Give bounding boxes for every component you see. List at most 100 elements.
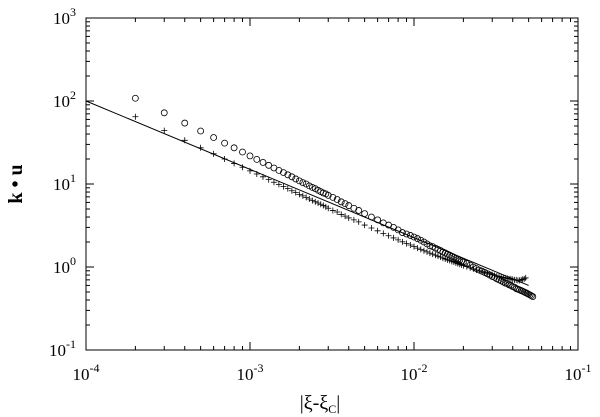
data-point-circle [399, 229, 406, 236]
data-point-plus [303, 194, 310, 201]
data-point-plus [312, 198, 319, 205]
series-layer [131, 94, 537, 300]
data-point-circle [197, 127, 205, 135]
data-point-circle [221, 139, 229, 147]
data-point-plus [253, 170, 260, 177]
data-point-plus [368, 225, 375, 231]
data-point-circle [284, 171, 292, 179]
data-point-plus [481, 269, 488, 276]
data-point-plus [132, 113, 139, 120]
y-tick-label: 10-1 [49, 337, 76, 360]
data-point-plus [403, 240, 410, 247]
data-point-plus [417, 246, 424, 253]
data-point-plus [322, 203, 329, 210]
data-point-circle [374, 216, 382, 224]
data-point-plus [521, 275, 528, 282]
data-point-plus [385, 232, 392, 239]
data-point-circle [280, 169, 287, 177]
data-point-plus [476, 267, 483, 274]
data-point-plus [296, 191, 303, 198]
data-point-circle [295, 177, 303, 185]
data-point-circle [333, 196, 341, 203]
data-point-circle [414, 235, 421, 242]
data-point-plus [231, 160, 238, 167]
data-point-plus [299, 192, 306, 199]
data-point-plus [467, 264, 474, 271]
data-point-circle [239, 148, 246, 156]
data-point-circle [253, 155, 261, 163]
data-point-plus [259, 173, 266, 180]
x-tick-label: 10-1 [565, 361, 592, 384]
data-point-plus [284, 185, 291, 192]
data-point-plus [463, 263, 470, 270]
x-tick-labels: 10-4 10-3 10-2 10-1 [73, 361, 592, 384]
data-point-plus [390, 234, 397, 241]
data-point-plus [479, 268, 486, 275]
data-point-plus [420, 247, 427, 254]
data-point-plus [460, 262, 467, 269]
data-point-circle [368, 213, 375, 221]
data-point-circle [259, 159, 267, 166]
data-point-plus [197, 144, 204, 151]
x-tick-label: 10-3 [237, 361, 264, 384]
data-point-circle [292, 175, 300, 183]
data-point-plus [355, 218, 362, 225]
data-point-plus [239, 164, 246, 171]
data-point-plus [247, 167, 253, 174]
data-point-plus [429, 251, 436, 258]
data-point-circle [341, 200, 349, 208]
data-point-circle [361, 210, 369, 217]
data-point-plus [426, 250, 433, 257]
data-point-circle [160, 109, 168, 117]
data-point-circle [324, 191, 332, 199]
data-point-plus [414, 245, 421, 252]
x-tick-label: 10-2 [401, 361, 428, 384]
data-point-circle [529, 293, 537, 300]
data-point-circle [308, 183, 316, 191]
data-point-circle [345, 202, 353, 209]
axis-ticks [85, 17, 579, 351]
data-point-plus [270, 179, 277, 186]
x-tick-label: 10-4 [73, 361, 100, 384]
data-point-plus [221, 156, 228, 163]
data-point-plus [374, 227, 381, 234]
plot-frame [85, 17, 579, 351]
data-point-circle [210, 134, 218, 141]
data-point-circle [230, 144, 238, 152]
data-point-plus [395, 236, 402, 243]
data-point-plus [181, 137, 188, 144]
data-point-circle [181, 119, 189, 127]
data-point-plus [325, 205, 332, 212]
data-point-plus [380, 230, 387, 237]
data-point-circle [288, 173, 296, 181]
data-point-plus [288, 187, 295, 194]
data-point-circle [410, 233, 418, 241]
data-point-plus [342, 213, 349, 220]
data-point-circle [299, 179, 307, 186]
data-point-plus [473, 267, 480, 274]
data-point-plus [275, 181, 282, 188]
y-axis-label: k • u [5, 164, 27, 203]
data-point-circle [329, 193, 337, 201]
data-point-plus [280, 183, 287, 190]
data-point-circle [355, 207, 363, 214]
data-point-plus [334, 208, 341, 215]
data-point-circle [131, 94, 139, 102]
data-point-plus [519, 276, 526, 283]
y-tick-label: 103 [53, 5, 76, 28]
data-point-plus [210, 150, 217, 157]
data-point-plus [522, 274, 529, 281]
data-point-plus [437, 253, 444, 260]
data-point-plus [434, 253, 441, 260]
data-point-plus [317, 201, 324, 208]
data-point-circle [337, 198, 345, 206]
data-point-plus [338, 211, 345, 218]
data-point-plus [292, 189, 299, 196]
data-point-circle [528, 292, 535, 300]
y-tick-label: 102 [53, 88, 76, 111]
data-point-plus [484, 270, 491, 277]
data-point-circle [403, 230, 410, 238]
y-tick-label: 101 [53, 171, 76, 194]
